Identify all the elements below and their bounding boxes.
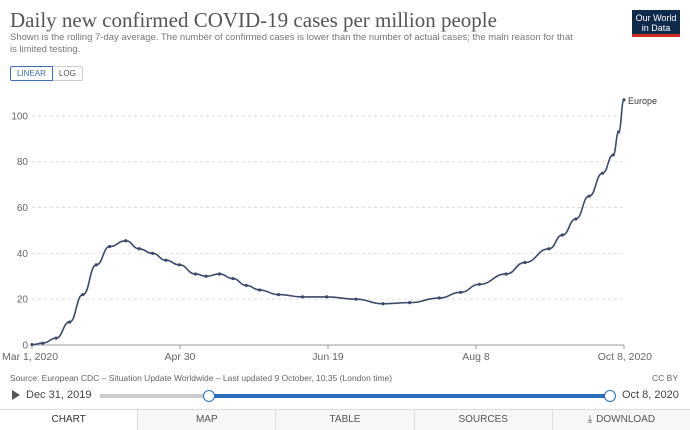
tab-map[interactable]: MAP	[137, 410, 275, 430]
data-point	[94, 263, 98, 267]
data-point	[547, 247, 551, 251]
chart-subtitle: Shown is the rolling 7-day average. The …	[10, 32, 573, 55]
timeline-start-handle[interactable]	[203, 390, 216, 402]
x-tick-label: Jun 19	[312, 351, 344, 363]
bottom-tabs: CHART MAP TABLE SOURCES ⤓ DOWNLOAD	[0, 409, 690, 430]
tab-table[interactable]: TABLE	[275, 410, 413, 430]
data-point	[587, 194, 591, 198]
source-note[interactable]: Source: European CDC – Situation Update …	[10, 373, 393, 383]
timeline-end-label: Oct 8, 2020	[622, 389, 679, 401]
data-point	[477, 282, 481, 286]
line-chart[interactable]: 0 20 40 60 80 100 Mar 1, 2020 Apr 30 Jun 19 Aug 8…	[0, 85, 690, 367]
data-point	[108, 244, 112, 249]
tab-sources[interactable]: SOURCES	[413, 410, 552, 430]
x-tick-label: Oct 8, 2020	[598, 351, 652, 363]
data-point	[560, 233, 564, 237]
linear-scale-button[interactable]: LINEAR	[10, 66, 53, 81]
play-icon[interactable]	[12, 390, 20, 400]
license-link[interactable]: CC BY	[652, 373, 678, 383]
y-tick-label: 40	[17, 249, 29, 260]
chart-title: Daily new confirmed COVID-19 cases per m…	[10, 8, 497, 32]
data-point	[611, 153, 615, 157]
data-point	[30, 342, 34, 347]
data-point	[150, 251, 155, 255]
data-point	[408, 301, 412, 305]
series-line-europe	[31, 99, 625, 346]
data-point	[124, 239, 128, 243]
tab-download[interactable]: ⤓ DOWNLOAD	[551, 410, 690, 430]
data-point	[523, 260, 527, 265]
data-point	[244, 283, 248, 288]
data-point	[622, 98, 626, 102]
data-point	[276, 293, 281, 297]
tab-chart[interactable]: CHART	[0, 410, 138, 430]
data-point	[354, 297, 358, 301]
x-tick-label: Apr 30	[165, 351, 196, 363]
y-tick-label: 20	[17, 295, 29, 306]
data-point	[193, 272, 198, 276]
data-point	[177, 263, 181, 267]
data-point	[81, 293, 85, 297]
data-point	[458, 290, 463, 294]
scale-toggle: LINEAR LOG	[10, 66, 83, 81]
data-point	[300, 295, 305, 299]
timeline-selected-range	[209, 394, 610, 398]
data-point	[258, 288, 262, 292]
download-icon: ⤓	[587, 414, 593, 425]
data-point	[231, 276, 235, 281]
logo-line-2: in Data	[641, 23, 671, 33]
logo-line-1: Our World	[635, 13, 677, 23]
data-point	[67, 320, 72, 324]
data-point	[325, 295, 329, 299]
data-point	[41, 341, 45, 345]
data-point	[137, 247, 141, 251]
log-scale-button[interactable]: LOG	[52, 66, 83, 81]
data-point	[437, 296, 441, 300]
data-point	[204, 274, 208, 278]
y-tick-label: 100	[11, 111, 28, 122]
data-point	[164, 258, 168, 262]
data-point	[600, 171, 605, 175]
tab-download-label: DOWNLOAD	[596, 414, 656, 425]
data-point	[54, 336, 58, 340]
data-point	[504, 272, 508, 276]
owid-logo[interactable]: Our World in Data	[632, 10, 680, 37]
y-tick-label: 60	[17, 203, 29, 214]
x-tick-label: Aug 8	[462, 351, 490, 363]
series-label: Europe	[628, 96, 657, 106]
data-point	[617, 130, 621, 134]
x-tick-label: Mar 1, 2020	[2, 351, 58, 363]
timeline-start-label: Dec 31, 2019	[26, 389, 92, 401]
y-tick-label: 80	[17, 157, 29, 168]
data-point	[574, 217, 578, 221]
data-point	[217, 272, 222, 276]
y-tick-label: 0	[22, 341, 28, 352]
data-point	[381, 302, 385, 306]
timeline-end-handle[interactable]	[604, 390, 616, 402]
timeline: Dec 31, 2019 Oct 8, 2020	[0, 388, 690, 404]
